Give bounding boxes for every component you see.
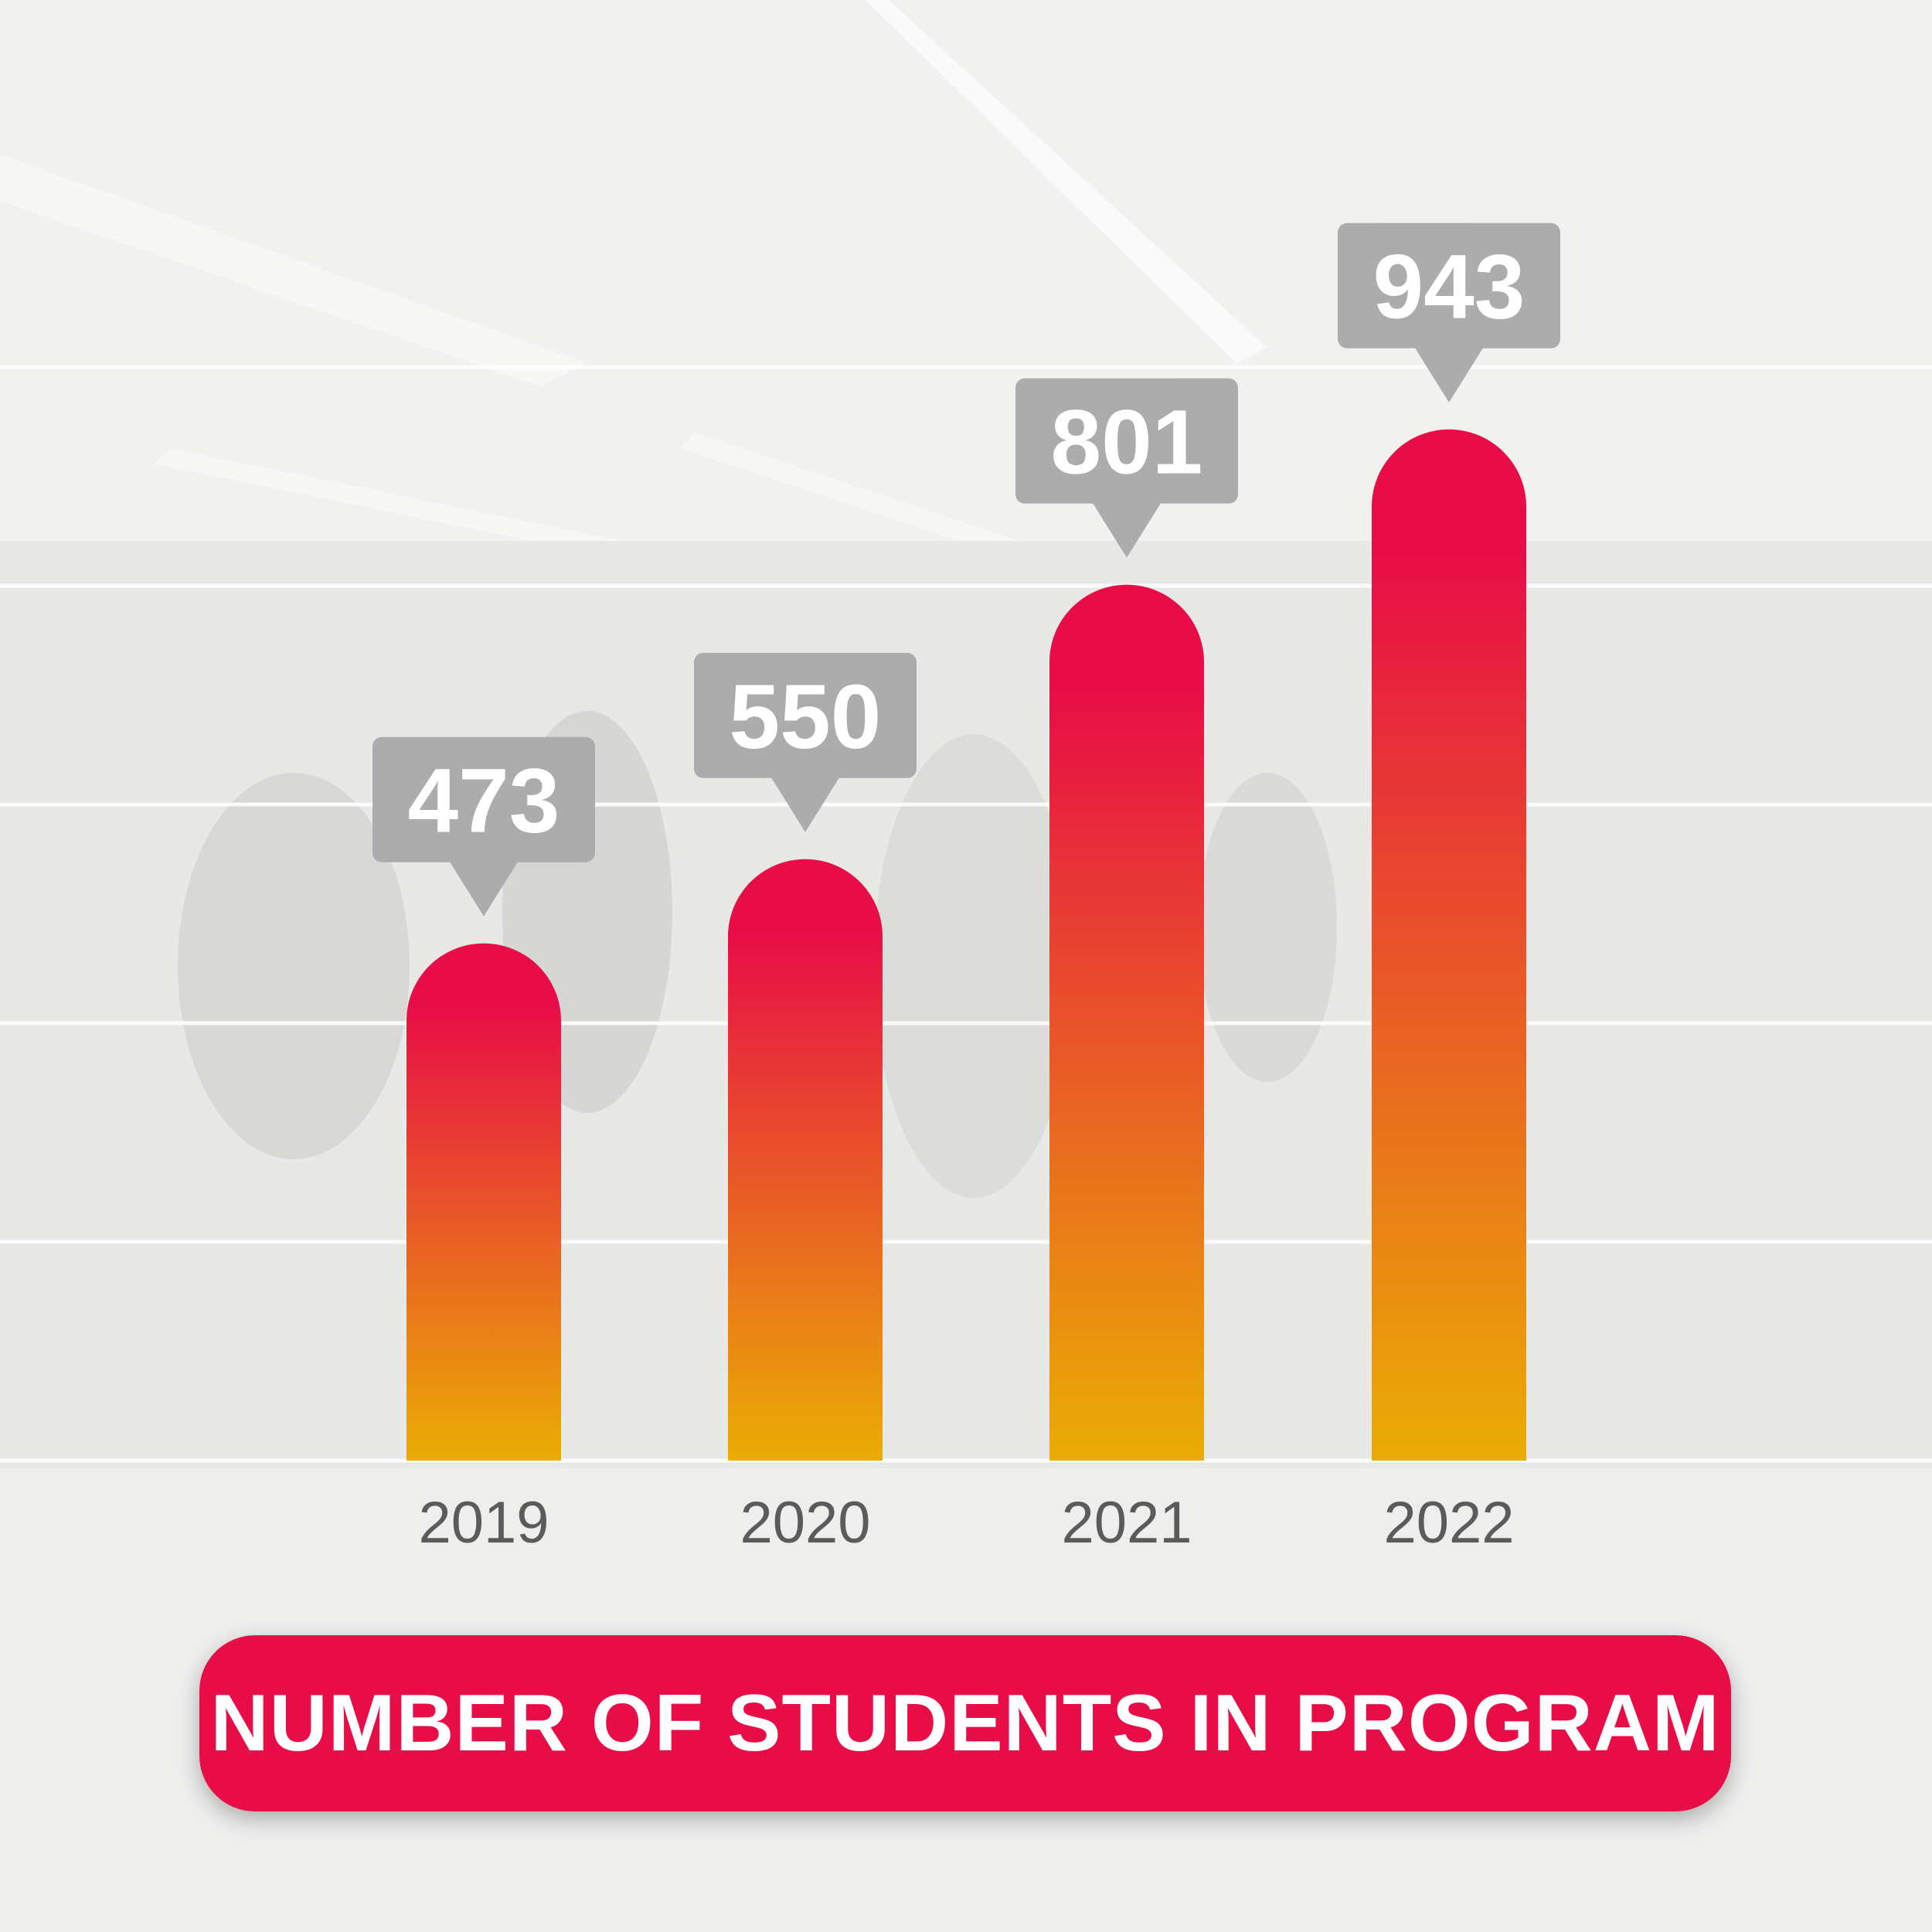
x-tick-label-2019: 2019 [418, 1490, 549, 1556]
callout-2020: 550 [694, 652, 917, 832]
callout-pointer [1092, 502, 1162, 558]
callout-2019: 473 [372, 736, 595, 917]
callout-box [1015, 378, 1238, 504]
callout-2022: 943 [1338, 223, 1560, 403]
callout-pointer [1414, 346, 1484, 403]
callout-box [1338, 223, 1560, 349]
bar-2022 [1372, 429, 1526, 1461]
callout-pointer [449, 860, 519, 917]
chart-title-banner: NUMBER OF STUDENTS IN PROGRAM [199, 1635, 1731, 1811]
bar-2020 [728, 859, 883, 1461]
data-label-2019: 473 [408, 750, 560, 852]
callout-box [694, 652, 917, 778]
callout-2021: 801 [1015, 378, 1238, 558]
data-label-2020: 550 [730, 666, 882, 768]
x-tick-label-2022: 2022 [1383, 1490, 1514, 1556]
callout-box [372, 736, 595, 862]
data-label-2021: 801 [1051, 392, 1203, 494]
callout-pointer [770, 776, 840, 832]
x-tick-label-2020: 2020 [740, 1490, 870, 1556]
data-label-2022: 943 [1373, 236, 1526, 338]
x-tick-label-2021: 2021 [1061, 1490, 1192, 1556]
bar-2019 [406, 943, 561, 1461]
chart-title: NUMBER OF STUDENTS IN PROGRAM [210, 1678, 1720, 1768]
bar-2021 [1049, 584, 1204, 1461]
